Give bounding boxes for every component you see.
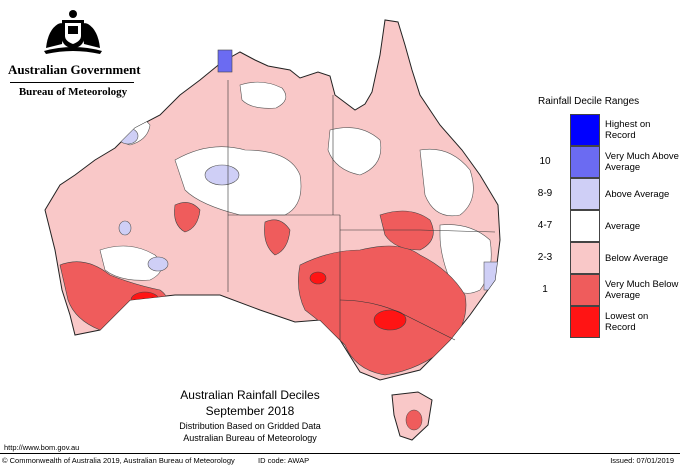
agency-name: Bureau of Meteorology (18, 86, 128, 98)
government-logo: Australian Government Bureau of Meteorol… (8, 8, 141, 98)
legend-swatch (570, 146, 600, 178)
id-code: ID code: AWAP (258, 456, 310, 465)
legend-item-above: 8-9 Above Average (530, 178, 680, 210)
above-average-pilbara (118, 220, 132, 236)
legend-code: 8-9 (537, 188, 553, 199)
legend-title: Rainfall Decile Ranges (538, 96, 640, 107)
above-average-central (204, 164, 240, 186)
legend-label: Very Much Below Average (605, 279, 679, 301)
government-title: Australian Government (8, 62, 141, 77)
average-region-qld (419, 148, 474, 217)
footer-divider (0, 453, 680, 454)
above-average-wa (147, 256, 169, 272)
legend-item-lowest: Lowest on Record (530, 306, 680, 338)
legend-label: Below Average (605, 252, 669, 264)
very-much-above-top-end (217, 49, 233, 73)
legend-label: Very Much Above Average (605, 151, 679, 173)
legend-code: 1 (542, 284, 548, 295)
legend-code: 4-7 (537, 220, 553, 231)
copyright-text: © Commonwealth of Australia 2019, Austra… (2, 456, 235, 465)
average-region-north (239, 81, 287, 109)
coat-of-arms-icon (44, 10, 102, 54)
average-region-nt-east (327, 127, 382, 176)
very-much-below-nsw (379, 210, 434, 251)
legend-swatch (570, 178, 600, 210)
map-title: Australian Rainfall Deciles (180, 388, 320, 402)
average-region-central (174, 146, 302, 216)
legend-item-highest: Highest on Record (530, 114, 680, 146)
legend-label: Above Average (605, 188, 670, 200)
map-subtitle: Distribution Based on Gridded Data (179, 421, 321, 431)
legend-swatch (570, 274, 600, 306)
legend-swatch (570, 114, 600, 146)
legend-item-below: 2-3 Below Average (530, 242, 680, 274)
state-borders (227, 80, 496, 341)
legend-item-average: 4-7 Average (530, 210, 680, 242)
lowest-record-se (373, 309, 407, 331)
issued-date: Issued: 07/01/2019 (610, 456, 674, 465)
website-link[interactable]: http://www.bom.gov.au (4, 443, 80, 452)
legend-code (530, 114, 560, 146)
very-much-below-sa (264, 219, 291, 256)
very-much-below-wa-mid (174, 202, 201, 233)
legend-item-very-much-below: 1 Very Much Below Average (530, 274, 680, 306)
legend-code: 10 (539, 156, 551, 167)
legend-label: Lowest on Record (605, 311, 649, 333)
legend-swatch (570, 242, 600, 274)
legend-swatch (570, 210, 600, 242)
tasmania-very-much-below (405, 409, 423, 431)
lowest-record-sa (309, 271, 327, 285)
logo-divider (10, 82, 134, 83)
legend-code: 2-3 (537, 252, 553, 263)
legend-label: Average (605, 220, 641, 232)
lowest-record-wa (130, 291, 160, 309)
legend-code (530, 306, 560, 338)
legend-swatch (570, 306, 600, 338)
map-period: September 2018 (205, 404, 295, 418)
legend-item-very-much-above: 10 Very Much Above Average (530, 146, 680, 178)
map-source: Australian Bureau of Meteorology (183, 433, 317, 443)
legend-label: Highest on Record (605, 119, 651, 141)
